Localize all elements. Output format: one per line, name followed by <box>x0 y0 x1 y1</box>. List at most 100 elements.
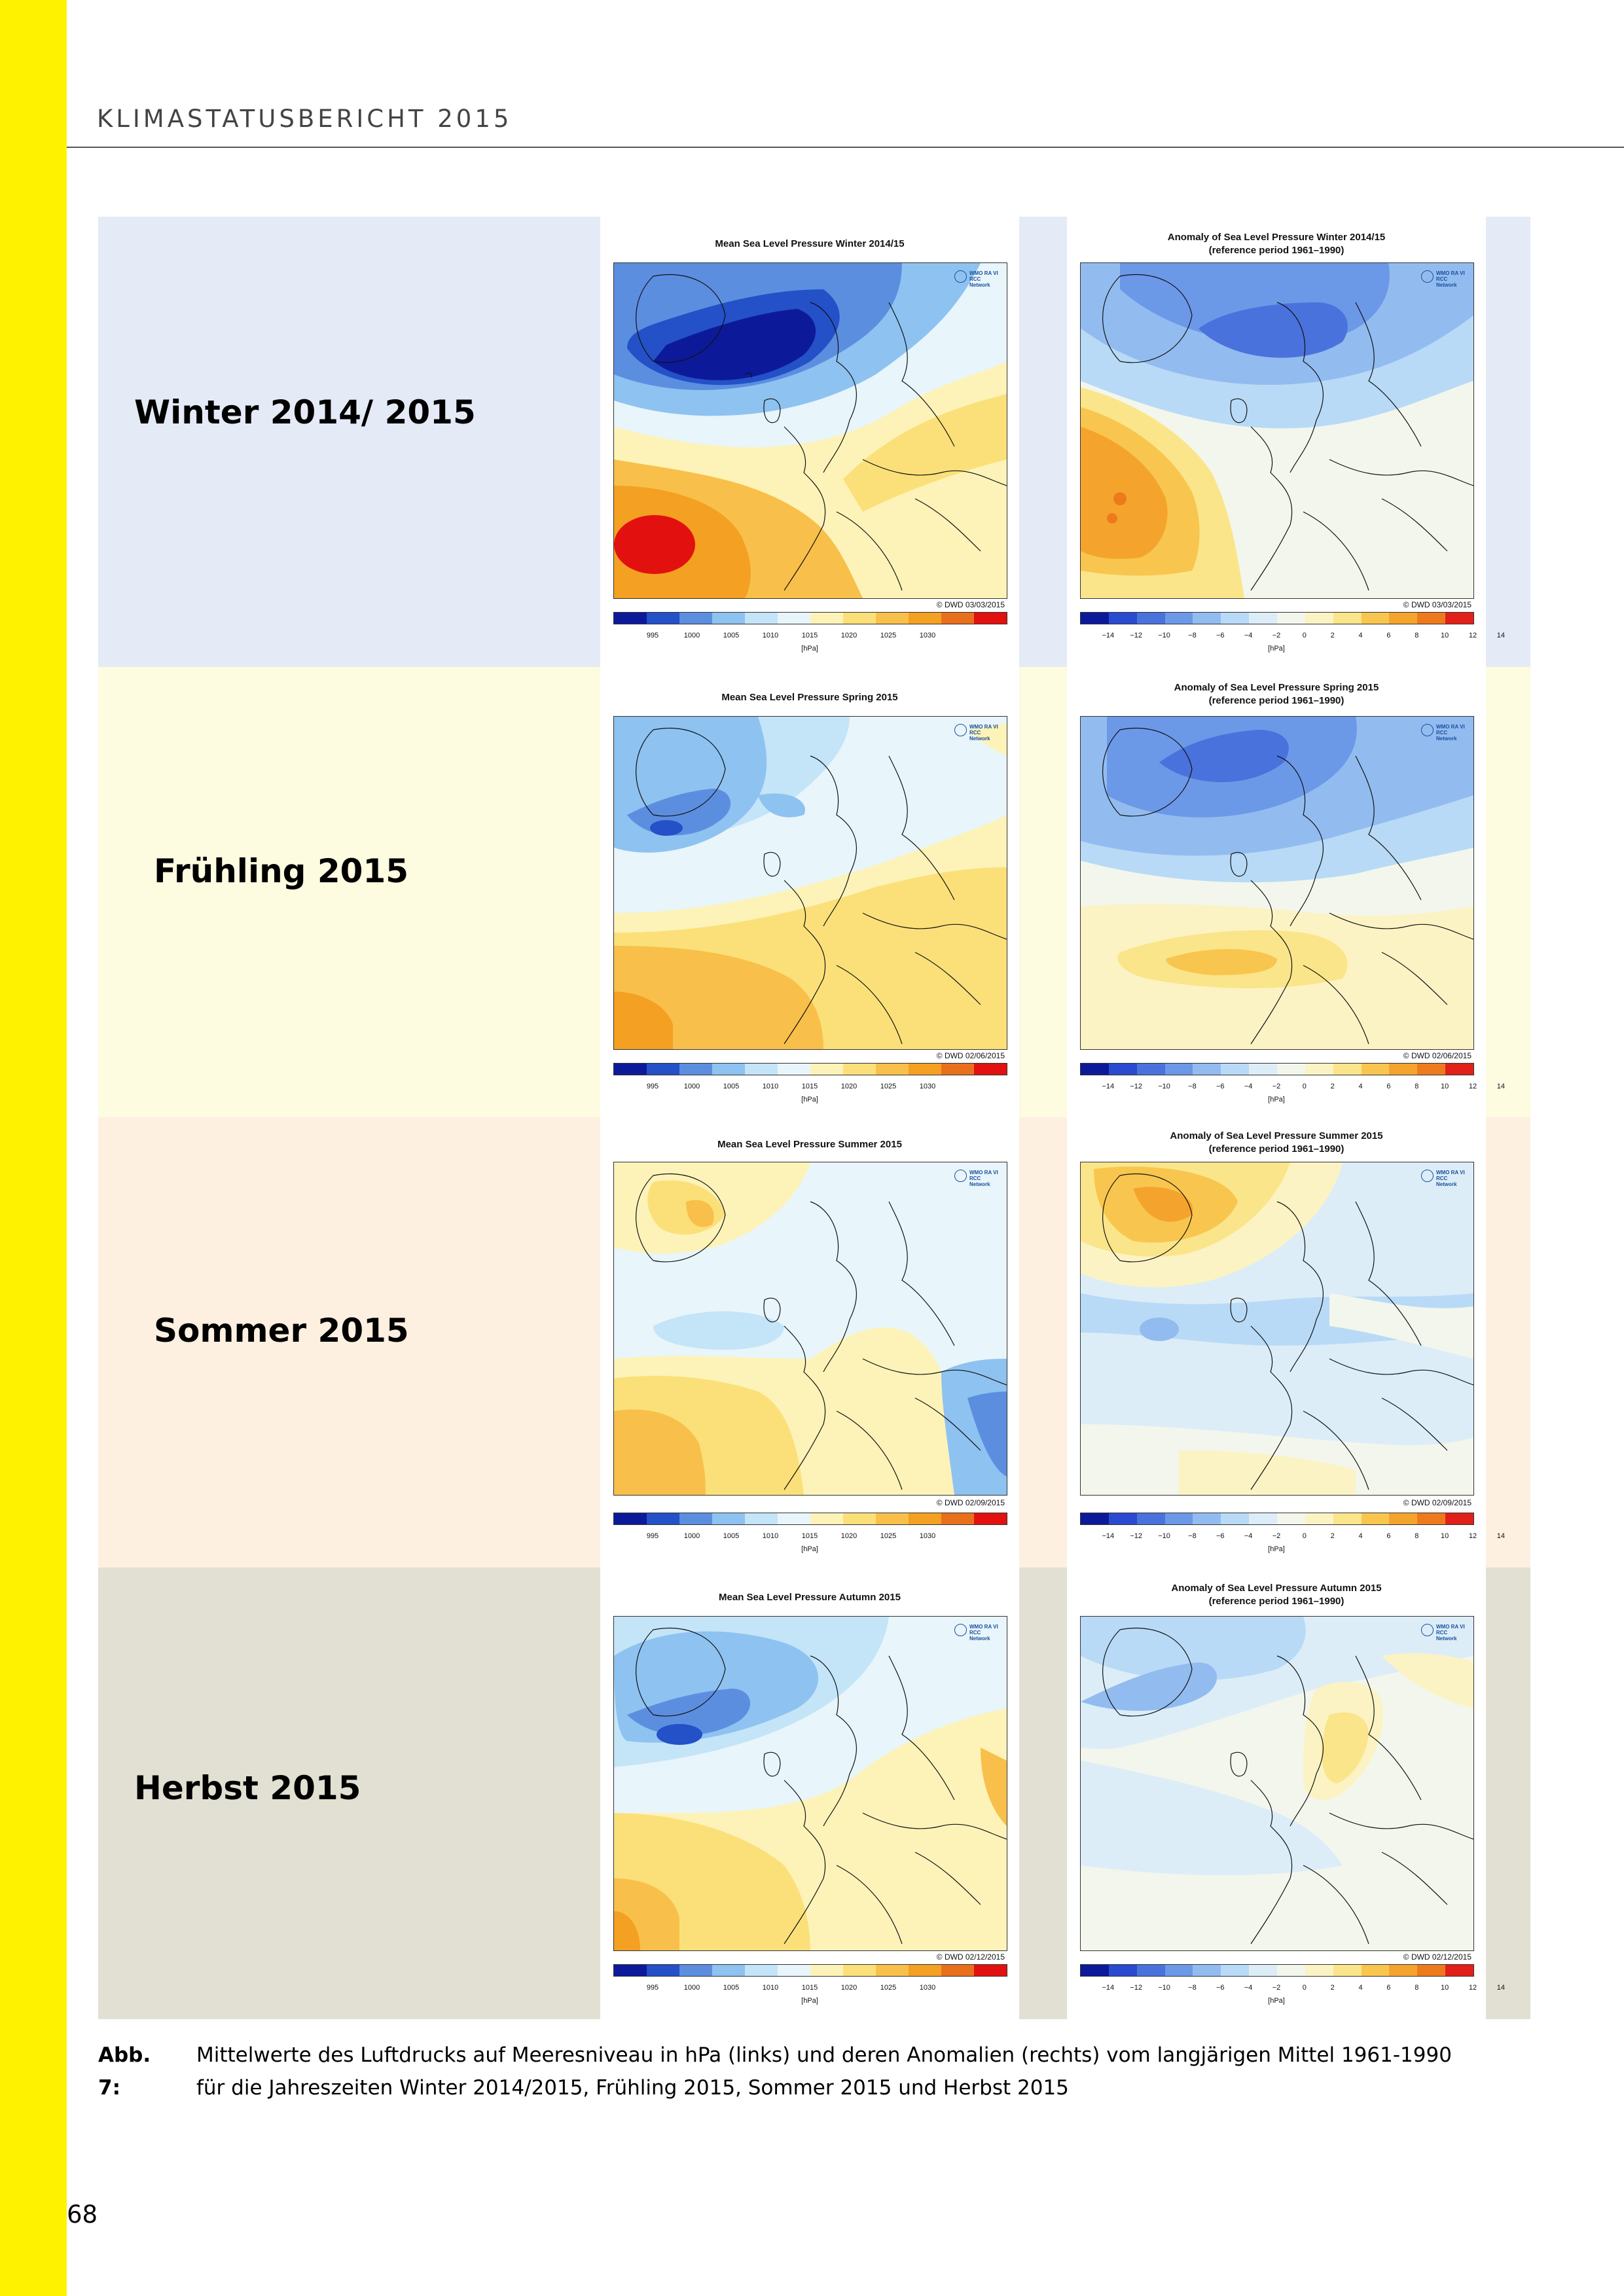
colorbar-swatch <box>647 613 679 624</box>
wmo-logo-text: WMO RA VI RCC Network <box>1436 1170 1465 1187</box>
wmo-logo-text: WMO RA VI RCC Network <box>969 724 998 742</box>
colorbar-swatch <box>1277 1965 1305 1976</box>
wmo-logo: WMO RA VI RCC Network <box>953 1622 1001 1641</box>
mean-pressure-map: Mean Sea Level Pressure Autumn 2015 <box>600 1568 1019 2019</box>
anomaly-field <box>1081 1617 1473 1950</box>
colorbar-swatch <box>614 1965 647 1976</box>
tick-label: 1020 <box>840 1532 857 1540</box>
colorbar-swatch <box>778 613 810 624</box>
colorbar-swatch <box>1333 613 1362 624</box>
season-row-spring: Frühling 2015 Mean Sea Level Pressure Sp… <box>98 667 1530 1117</box>
tick-label: 1010 <box>762 1083 779 1090</box>
tick-label: −10 <box>1158 1984 1170 1992</box>
colorbar-swatch <box>1333 1965 1362 1976</box>
colorbar-swatch <box>1249 1965 1278 1976</box>
pressure-tick-labels: 995 1000 1005 1010 1015 1020 1025 1030 <box>613 1532 1006 1541</box>
colorbar-swatch <box>1108 613 1137 624</box>
tick-label: 1005 <box>723 1984 740 1992</box>
colorbar-swatch <box>745 1064 778 1075</box>
anomaly-field <box>1081 1162 1473 1495</box>
tick-label: 1030 <box>919 1984 936 1992</box>
pressure-colorbar <box>613 1513 1007 1525</box>
colorbar-swatch <box>1249 613 1278 624</box>
colorbar-swatch <box>1361 1513 1390 1524</box>
tick-label: 10 <box>1441 1532 1449 1540</box>
colorbar-swatch <box>1277 1513 1305 1524</box>
tick-label: 1015 <box>801 1984 818 1992</box>
wmo-globe-icon <box>1421 1624 1434 1636</box>
unit-label: [hPa] <box>1268 1096 1285 1103</box>
tick-label: −4 <box>1244 1984 1253 1992</box>
tick-label: 1030 <box>919 1532 936 1540</box>
tick-label: 0 <box>1302 632 1307 639</box>
tick-label: 6 <box>1386 632 1391 639</box>
wmo-globe-icon <box>954 1170 967 1182</box>
tick-label: −12 <box>1130 1984 1143 1992</box>
copyright: © DWD 03/03/2015 <box>936 600 1005 609</box>
colorbar-swatch <box>778 1965 810 1976</box>
tick-label: 6 <box>1386 1532 1391 1540</box>
colorbar-swatch <box>679 1965 712 1976</box>
colorbar-swatch <box>974 1513 1007 1524</box>
anomaly-tick-labels: −14 −12 −10 −8 −6 −4 −2 0 2 4 6 8 10 12 14 <box>1080 632 1505 641</box>
map-title: Anomaly of Sea Level Pressure Autumn 201… <box>1171 1583 1382 1594</box>
season-label: Sommer 2015 <box>154 1312 409 1350</box>
wmo-logo: WMO RA VI RCC Network <box>1420 268 1468 288</box>
colorbar-swatch <box>1445 613 1474 624</box>
tick-label: 4 <box>1358 1532 1363 1540</box>
anomaly-map: Anomaly of Sea Level Pressure Spring 201… <box>1067 667 1505 1117</box>
anomaly-tick-labels: −14 −12 −10 −8 −6 −4 −2 0 2 4 6 8 10 12 14 <box>1080 1984 1505 1993</box>
colorbar-swatch <box>1164 1064 1193 1075</box>
tick-label: 1025 <box>880 1083 897 1090</box>
tick-label: 8 <box>1415 1984 1419 1992</box>
pressure-field <box>614 1617 1007 1950</box>
tick-label: 4 <box>1358 632 1363 639</box>
colorbar-swatch <box>1389 1965 1418 1976</box>
map-plot: WMO RA VI RCC Network <box>613 716 1007 1050</box>
mean-pressure-map: Mean Sea Level Pressure Spring 2015 <box>600 667 1019 1117</box>
colorbar-swatch <box>712 613 745 624</box>
colorbar-swatch <box>974 1965 1007 1976</box>
wmo-logo-text: WMO RA VI RCC Network <box>969 270 998 288</box>
colorbar-swatch <box>1417 1064 1446 1075</box>
tick-label: −8 <box>1188 1984 1197 1992</box>
colorbar-swatch <box>1389 1064 1418 1075</box>
map-subtitle: (reference period 1961–1990) <box>1208 1596 1344 1607</box>
colorbar-swatch <box>745 1513 778 1524</box>
colorbar-swatch <box>778 1513 810 1524</box>
anomaly-field <box>1081 263 1473 598</box>
colorbar-swatch <box>909 613 941 624</box>
tick-label: −8 <box>1188 1532 1197 1540</box>
tick-label: 1010 <box>762 1532 779 1540</box>
tick-label: 2 <box>1330 632 1335 639</box>
tick-label: 14 <box>1496 1532 1505 1540</box>
tick-label: 1020 <box>840 1083 857 1090</box>
map-title: Mean Sea Level Pressure Autumn 2015 <box>719 1592 901 1603</box>
colorbar-swatch <box>876 1064 909 1075</box>
map-plot: WMO RA VI RCC Network <box>1080 262 1474 599</box>
unit-label: [hPa] <box>1268 1997 1285 2005</box>
colorbar-swatch <box>1221 1965 1250 1976</box>
map-subtitle: (reference period 1961–1990) <box>1208 1143 1344 1155</box>
tick-label: 1005 <box>723 632 740 639</box>
unit-label: [hPa] <box>801 645 818 653</box>
tick-label: −8 <box>1188 1083 1197 1090</box>
wmo-logo: WMO RA VI RCC Network <box>1420 1622 1468 1641</box>
wmo-globe-icon <box>954 1624 967 1636</box>
anomaly-colorbar <box>1080 1063 1474 1075</box>
map-title: Mean Sea Level Pressure Winter 2014/15 <box>715 238 905 249</box>
tick-label: 12 <box>1468 1984 1477 1992</box>
map-plot: WMO RA VI RCC Network <box>613 1162 1007 1496</box>
colorbar-swatch <box>1305 1513 1333 1524</box>
colorbar-swatch <box>1361 1064 1390 1075</box>
colorbar-swatch <box>941 613 974 624</box>
tick-label: 2 <box>1330 1083 1335 1090</box>
wmo-logo: WMO RA VI RCC Network <box>953 268 1001 288</box>
colorbar-swatch <box>1081 1965 1109 1976</box>
pressure-field <box>614 1162 1007 1495</box>
colorbar-swatch <box>1164 613 1193 624</box>
colorbar-swatch <box>941 1064 974 1075</box>
tick-label: 1025 <box>880 1532 897 1540</box>
tick-label: 6 <box>1386 1984 1391 1992</box>
colorbar-swatch <box>1108 1513 1137 1524</box>
